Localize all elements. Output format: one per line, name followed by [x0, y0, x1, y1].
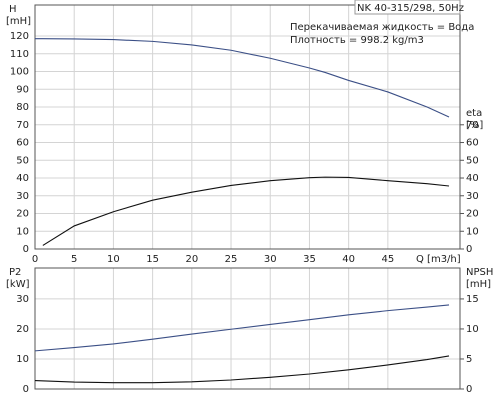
- y-tick-label: 40: [16, 173, 29, 184]
- y-tick-label: 80: [16, 102, 29, 113]
- x-tick-label: 20: [185, 254, 198, 265]
- x-axis-label: Q [m3/h]: [416, 254, 461, 265]
- y-tick-label: 120: [10, 31, 29, 42]
- y2-tick-label: 0: [466, 384, 472, 395]
- y2-tick-label: 40: [466, 173, 479, 184]
- y-tick-label: 30: [16, 191, 29, 202]
- y2-tick-label: 10: [466, 324, 479, 335]
- y2-tick-label: 60: [466, 138, 479, 149]
- y-tick-label: 50: [16, 155, 29, 166]
- x-tick-label: 0: [32, 254, 38, 265]
- y-axis-label: P2: [9, 267, 21, 278]
- x-tick-label: 35: [303, 254, 316, 265]
- y-tick-label: 0: [23, 244, 29, 255]
- chart-title: NK 40-315/298, 50Hz: [357, 3, 464, 14]
- y-axis-label: [kW]: [6, 279, 30, 290]
- y2-tick-label: 30: [466, 191, 479, 202]
- plot-frame: [34, 267, 461, 390]
- x-label-bg: [414, 253, 460, 265]
- x-tick-label: 45: [381, 254, 394, 265]
- y2-axis-label: [%]: [466, 120, 483, 131]
- y2-tick-label: 0: [466, 244, 472, 255]
- y-axis-label: H: [9, 4, 17, 15]
- y2-axis-label: [mH]: [466, 279, 491, 290]
- x-tick-label: 40: [342, 254, 355, 265]
- x-tick-label: 5: [71, 254, 77, 265]
- y2-tick-label: 20: [466, 209, 479, 220]
- y2-tick-label: 5: [466, 354, 472, 365]
- y-axis-label: [mH]: [6, 16, 31, 27]
- y2-tick-label: 70: [466, 120, 479, 131]
- series-line: [42, 176, 450, 246]
- plot-frame: [34, 4, 461, 250]
- y-tick-label: 70: [16, 120, 29, 131]
- annotation: Плотность = 998.2 kg/m3: [290, 35, 424, 46]
- y2-tick-label: 50: [466, 155, 479, 166]
- y-tick-label: 60: [16, 138, 29, 149]
- y-tick-label: 30: [16, 294, 29, 305]
- series-line: [34, 355, 450, 384]
- series-line: [35, 38, 450, 118]
- y-tick-label: 110: [10, 49, 29, 60]
- y2-tick-label: 10: [466, 226, 479, 237]
- title-box: [354, 0, 461, 15]
- y2-axis-label: eta: [466, 108, 482, 119]
- y-tick-label: 0: [23, 384, 29, 395]
- y-tick-label: 90: [16, 84, 29, 95]
- annotation: Перекачиваемая жидкость = Вода: [290, 22, 474, 33]
- y-tick-label: 10: [16, 226, 29, 237]
- x-tick-label: 15: [146, 254, 159, 265]
- y2-axis-label: NPSH: [466, 267, 493, 278]
- series-line: [34, 304, 450, 352]
- y-tick-label: 20: [16, 324, 29, 335]
- y-tick-label: 100: [10, 67, 29, 78]
- y2-tick-label: 15: [466, 294, 479, 305]
- x-tick-label: 30: [264, 254, 277, 265]
- x-tick-label: 10: [107, 254, 120, 265]
- y-tick-label: 10: [16, 354, 29, 365]
- y-tick-label: 20: [16, 209, 29, 220]
- x-tick-label: 25: [225, 254, 238, 265]
